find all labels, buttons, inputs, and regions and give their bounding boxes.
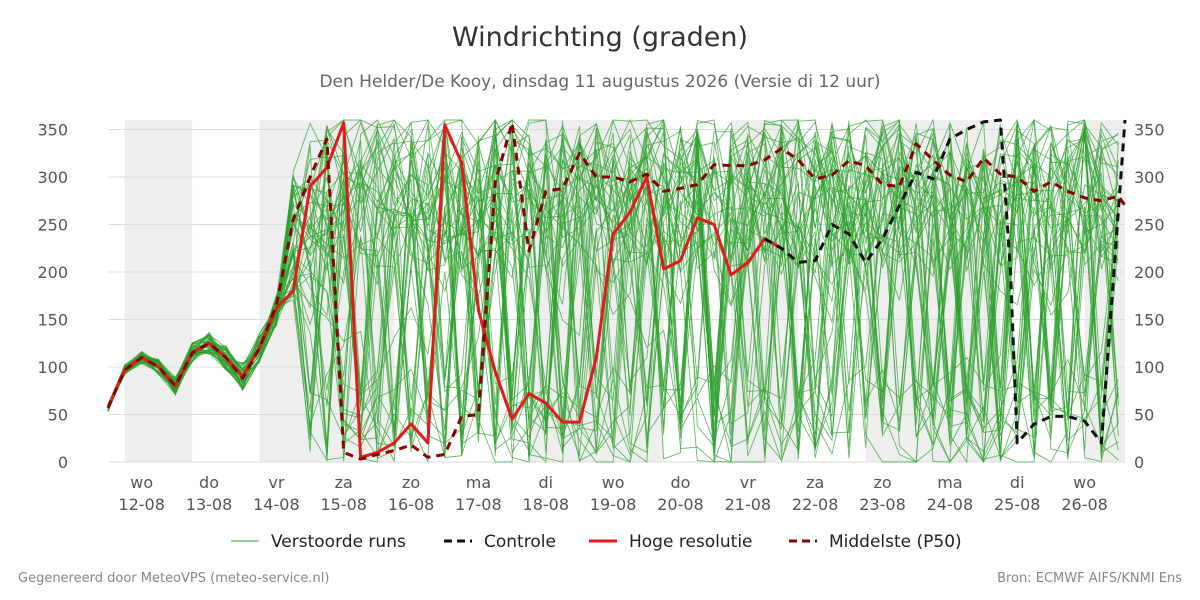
x-tick-date: 21-08 <box>725 495 772 514</box>
x-tick-day: vr <box>268 473 284 492</box>
footer-source: Bron: ECMWF AIFS/KNMI Ens <box>997 571 1182 586</box>
x-tick-date: 26-08 <box>1061 495 1108 514</box>
main-series-lines <box>106 118 1127 461</box>
x-tick-day: do <box>199 473 219 492</box>
y-tick-label-right: 50 <box>1134 406 1154 425</box>
x-tick-day: vr <box>740 473 756 492</box>
x-tick-day: wo <box>130 473 153 492</box>
x-tick-day: do <box>671 473 691 492</box>
series-line-hoge-resolutie <box>106 121 783 459</box>
legend-label: Middelste (P50) <box>829 532 962 552</box>
y-tick-label-right: 350 <box>1134 121 1165 140</box>
x-tick-date: 12-08 <box>118 495 165 514</box>
chart-subtitle: Den Helder/De Kooy, dinsdag 11 augustus … <box>319 72 881 92</box>
y-tick-label-left: 0 <box>58 453 68 472</box>
y-tick-label-left: 150 <box>37 311 68 330</box>
ensemble-member-line <box>107 119 1119 463</box>
y-tick-label-left: 50 <box>48 406 68 425</box>
x-tick-date: 22-08 <box>792 495 839 514</box>
x-tick-date: 17-08 <box>455 495 502 514</box>
y-tick-label-right: 300 <box>1134 168 1165 187</box>
y-tick-label-right: 0 <box>1134 453 1144 472</box>
legend-label: Hoge resolutie <box>629 532 753 552</box>
x-tick-date: 20-08 <box>657 495 704 514</box>
ensemble-member-line <box>107 123 1119 441</box>
y-tick-label-right: 250 <box>1134 216 1165 235</box>
series-line-controle <box>763 118 1127 445</box>
x-tick-date: 18-08 <box>523 495 570 514</box>
x-tick-day: ma <box>466 473 491 492</box>
x-tick-day: wo <box>602 473 625 492</box>
x-tick-day: zo <box>402 473 420 492</box>
day-band-0 <box>124 120 193 462</box>
x-tick-date: 14-08 <box>253 495 300 514</box>
x-tick-date: 15-08 <box>320 495 367 514</box>
x-tick-date: 24-08 <box>927 495 974 514</box>
x-tick-date: 25-08 <box>994 495 1041 514</box>
y-tick-label-left: 100 <box>37 358 68 377</box>
x-tick-date: 19-08 <box>590 495 637 514</box>
y-tick-label-left: 350 <box>37 121 68 140</box>
y-tick-label-left: 250 <box>37 216 68 235</box>
series-line-middelste-p50 <box>106 121 1127 461</box>
x-tick-day: di <box>538 473 553 492</box>
chart-title: Windrichting (graden) <box>451 22 749 53</box>
y-tick-label-right: 100 <box>1134 358 1165 377</box>
y-tick-label-left: 300 <box>37 168 68 187</box>
x-tick-day: di <box>1010 473 1025 492</box>
legend: Verstoorde runs Controle Hoge resolutie Mid… <box>231 532 962 552</box>
x-tick-day: za <box>335 473 353 492</box>
legend-label: Verstoorde runs <box>271 532 406 552</box>
x-axis: wo 12-08 do 13-08 vr 14-08 za 15-08 zo 16-08 ma 17-… <box>118 473 1107 514</box>
x-tick-day: zo <box>873 473 891 492</box>
y-axis-left: 0 50 100 150 200 250 300 350 <box>37 121 68 473</box>
footer-generated-by: Gegenereerd door MeteoVPS (meteo-service… <box>18 571 330 586</box>
x-tick-date: 23-08 <box>859 495 906 514</box>
x-tick-date: 13-08 <box>186 495 233 514</box>
legend-label: Controle <box>484 532 556 552</box>
x-tick-date: 16-08 <box>388 495 435 514</box>
x-tick-day: wo <box>1073 473 1096 492</box>
x-tick-day: za <box>806 473 824 492</box>
y-tick-label-right: 200 <box>1134 263 1165 282</box>
y-axis-right: 0 50 100 150 200 250 300 350 <box>1134 121 1165 473</box>
y-tick-label-left: 200 <box>37 263 68 282</box>
y-tick-label-right: 150 <box>1134 311 1165 330</box>
x-tick-day: ma <box>937 473 962 492</box>
